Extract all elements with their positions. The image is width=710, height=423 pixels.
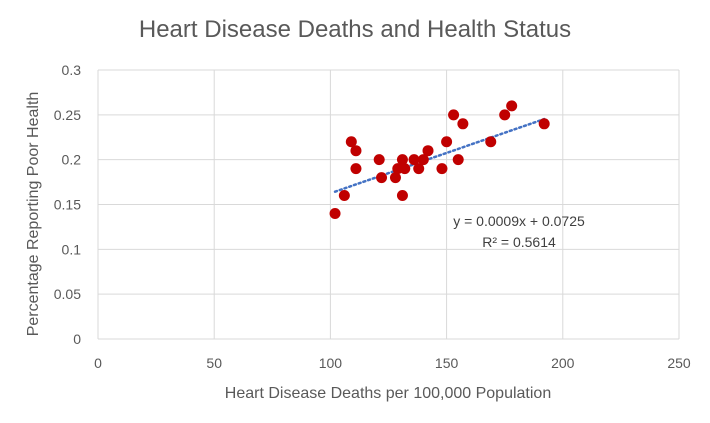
y-axis-title: Percentage Reporting Poor Health	[25, 92, 42, 337]
data-points	[329, 100, 550, 219]
scatter-point	[350, 163, 362, 175]
scatter-point	[506, 100, 518, 112]
y-tick-label: 0.2	[62, 152, 82, 168]
linear-trendline	[333, 117, 546, 193]
x-tick-label: 250	[667, 355, 691, 371]
y-tick-label: 0	[73, 331, 81, 347]
scatter-point	[396, 190, 408, 202]
trendline-group	[333, 117, 546, 193]
scatter-point	[338, 190, 350, 202]
scatter-point	[413, 163, 425, 175]
scatter-point	[538, 118, 550, 130]
x-tick-label: 0	[94, 355, 102, 371]
scatter-point	[376, 172, 388, 184]
scatter-point	[448, 109, 460, 121]
scatter-point	[422, 145, 434, 157]
scatter-point	[436, 163, 448, 175]
scatter-point	[457, 118, 469, 130]
y-tick-label: 0.1	[62, 241, 82, 257]
scatter-point	[441, 136, 453, 148]
y-tick-label: 0.15	[54, 197, 81, 213]
x-axis-tick-labels: 0 50 100 150 200 250	[94, 355, 691, 371]
y-tick-label: 0.05	[54, 286, 81, 302]
y-tick-label: 0.25	[54, 107, 81, 123]
gridlines	[97, 69, 680, 340]
x-tick-label: 100	[319, 355, 343, 371]
scatter-point	[373, 154, 385, 166]
x-tick-label: 150	[435, 355, 459, 371]
scatter-point	[396, 154, 408, 166]
scatter-point	[329, 207, 341, 219]
scatter-point	[452, 154, 464, 166]
scatter-point	[389, 172, 401, 184]
scatter-point	[499, 109, 511, 121]
y-tick-label: 0.3	[62, 62, 82, 78]
scatter-point	[350, 145, 362, 157]
scatter-point	[399, 163, 411, 175]
scatter-point	[485, 136, 497, 148]
chart-title: Heart Disease Deaths and Health Status	[139, 16, 571, 43]
scatter-point	[408, 154, 420, 166]
x-axis-title: Heart Disease Deaths per 100,000 Populat…	[225, 385, 551, 402]
trendline-r-squared: R² = 0.5614	[482, 234, 556, 250]
x-tick-label: 200	[551, 355, 575, 371]
trendline-equation: y = 0.0009x + 0.0725	[453, 213, 585, 229]
y-axis-tick-labels: 0 0.05 0.1 0.15 0.2 0.25 0.3	[54, 62, 81, 347]
scatter-point	[417, 154, 429, 166]
scatter-point	[345, 136, 357, 148]
x-tick-label: 50	[206, 355, 222, 371]
